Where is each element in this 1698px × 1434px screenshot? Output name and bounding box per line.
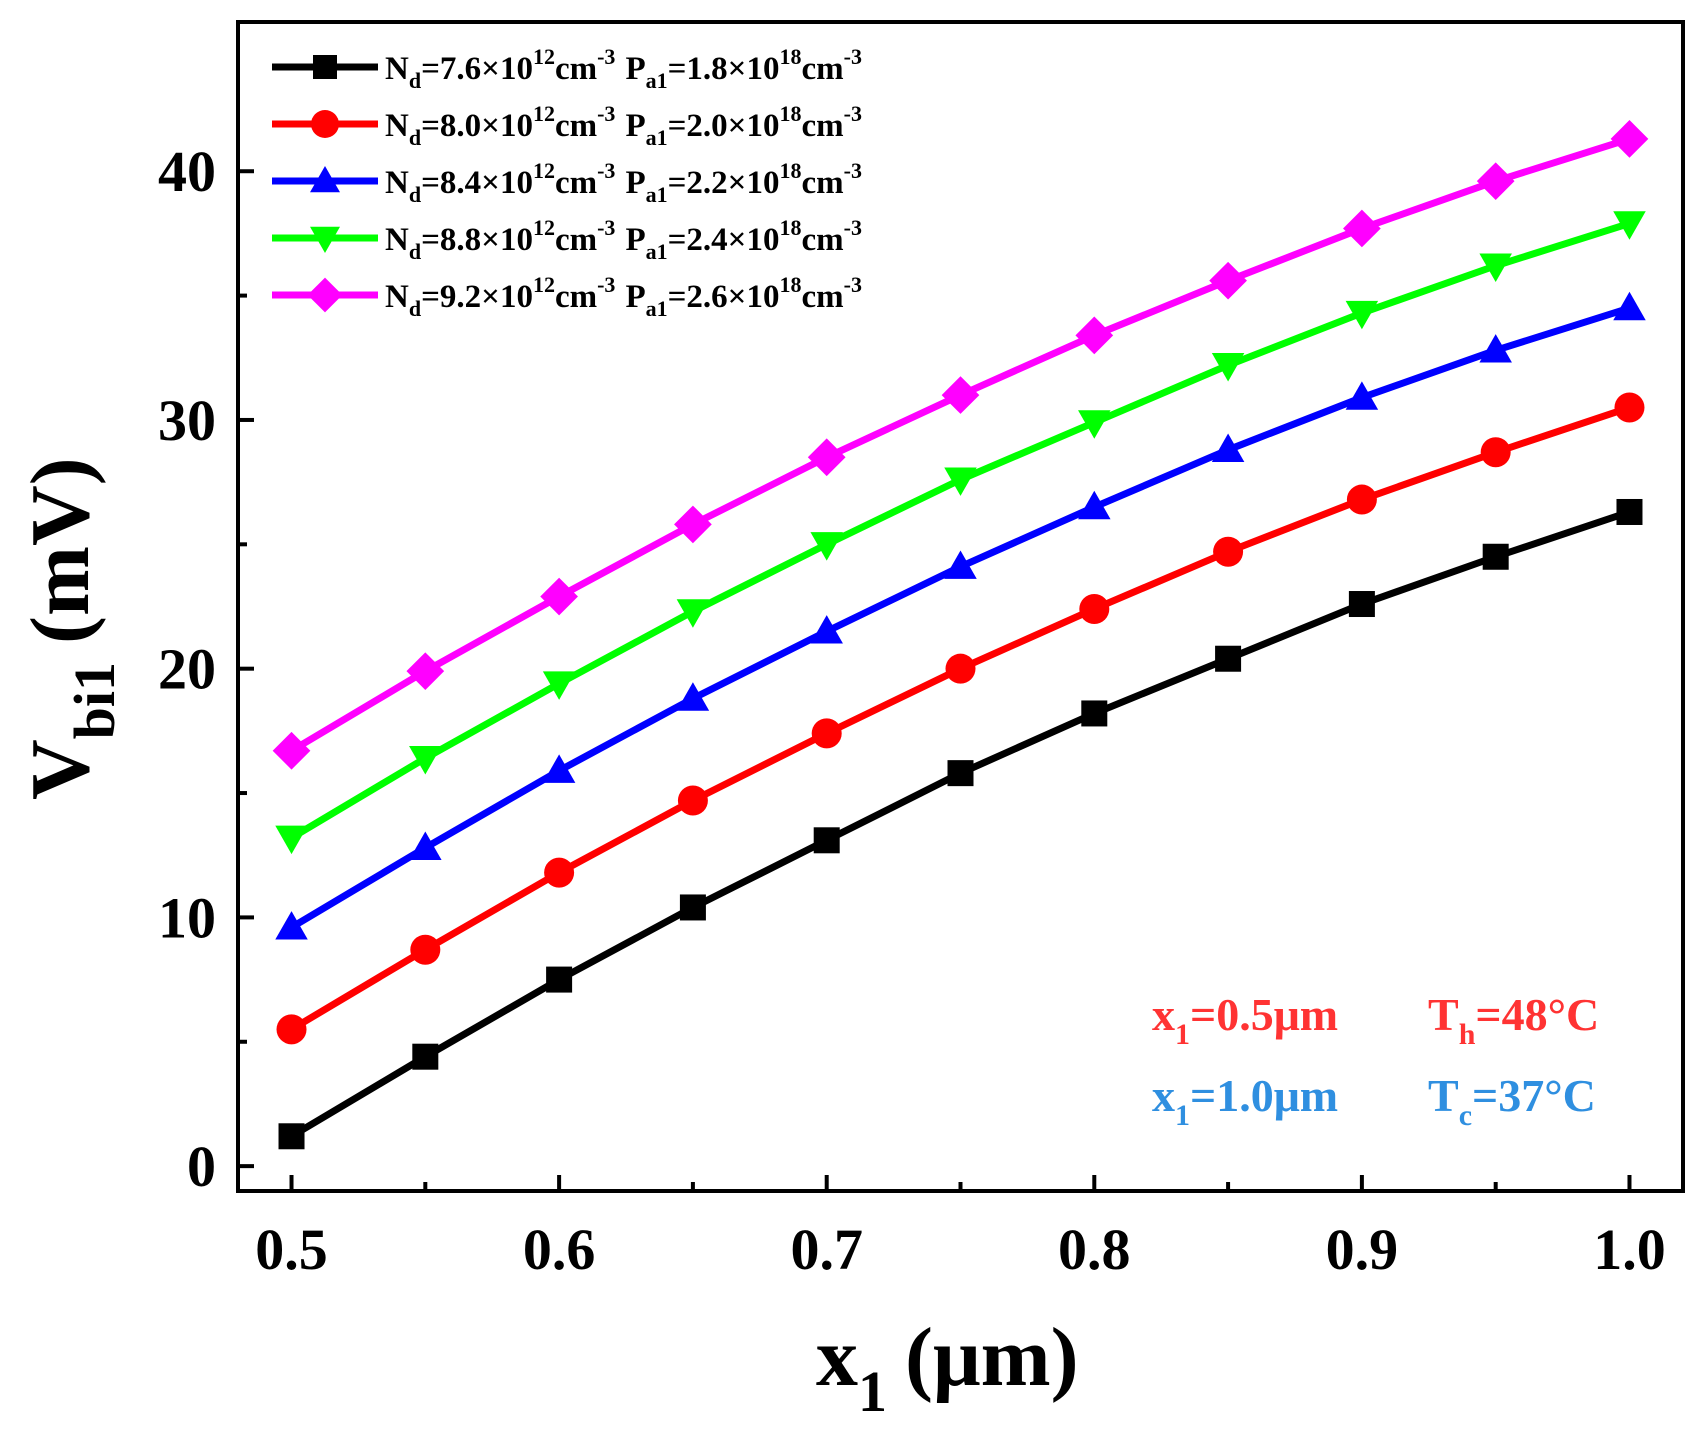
data-point xyxy=(1078,490,1111,520)
x-tick-label: 0.8 xyxy=(1058,1217,1131,1282)
data-point xyxy=(1479,334,1512,363)
data-point xyxy=(1613,291,1646,321)
data-point xyxy=(276,1014,307,1045)
data-point xyxy=(275,911,308,940)
data-point xyxy=(1081,700,1108,727)
legend-item: Nd=9.2×1012cm-3 Pa1=2.6×1018cm-3 xyxy=(272,272,862,321)
legend-swatch-marker xyxy=(310,226,340,253)
data-point xyxy=(1482,543,1509,570)
data-point xyxy=(1213,536,1244,567)
legend-label: Nd=7.6×1012cm-3 Pa1=1.8×1018cm-3 xyxy=(385,44,862,93)
x-axis-title: x1 (μm) xyxy=(816,1311,1079,1424)
data-point xyxy=(1480,437,1511,468)
y-tick-label: 40 xyxy=(158,139,216,204)
y-tick-label: 30 xyxy=(158,388,216,453)
data-point xyxy=(676,599,710,628)
series-4 xyxy=(275,211,1646,855)
data-point xyxy=(1616,498,1643,525)
data-point xyxy=(1479,253,1512,282)
x-tick-label: 1.0 xyxy=(1593,1217,1666,1282)
data-point xyxy=(1346,484,1377,515)
data-point xyxy=(1209,261,1247,300)
y-axis-title: Vbi1(mV) xyxy=(14,457,127,800)
legend-label: Nd=9.2×1012cm-3 Pa1=2.6×1018cm-3 xyxy=(385,272,862,321)
annotation-position: x1=0.5μm xyxy=(1152,989,1338,1051)
data-point xyxy=(1614,392,1645,423)
data-point xyxy=(944,467,977,496)
data-point xyxy=(1348,591,1375,618)
data-point xyxy=(813,827,840,854)
data-point xyxy=(1079,593,1110,624)
series-line xyxy=(289,220,1631,841)
legend-swatch-marker xyxy=(313,55,337,79)
legend-item: Nd=7.6×1012cm-3 Pa1=1.8×1018cm-3 xyxy=(272,44,862,93)
data-point xyxy=(677,785,708,816)
legend-item: Nd=8.4×1012cm-3 Pa1=2.2×1018cm-3 xyxy=(272,158,862,207)
y-tick-label: 10 xyxy=(158,885,216,950)
data-point xyxy=(409,746,442,775)
series-5 xyxy=(272,120,1649,770)
annotation-temperature: Th=48°C xyxy=(1428,989,1599,1051)
legend-item: Nd=8.0×1012cm-3 Pa1=2.0×1018cm-3 xyxy=(272,101,862,150)
legend-swatch-marker xyxy=(310,166,340,193)
data-point xyxy=(1345,300,1379,330)
legend-item: Nd=8.8×1012cm-3 Pa1=2.4×1018cm-3 xyxy=(272,215,862,264)
data-point xyxy=(810,615,843,644)
data-point xyxy=(944,550,977,579)
data-point xyxy=(540,577,578,616)
data-point xyxy=(811,718,842,749)
data-point xyxy=(542,671,576,700)
series-1 xyxy=(278,498,1643,1150)
data-point xyxy=(810,532,843,561)
data-point xyxy=(1343,209,1381,248)
annotation-position: x1=1.0μm xyxy=(1152,1070,1338,1132)
legend-label: Nd=8.0×1012cm-3 Pa1=2.0×1018cm-3 xyxy=(385,101,862,150)
data-point xyxy=(941,376,980,414)
data-point xyxy=(1215,645,1242,672)
data-point xyxy=(947,760,974,787)
data-point xyxy=(406,652,445,691)
legend-swatch-marker xyxy=(311,110,339,138)
data-point xyxy=(544,857,575,888)
data-point xyxy=(542,754,576,783)
data-point xyxy=(679,894,706,921)
data-point xyxy=(1078,410,1111,439)
y-tick-label: 20 xyxy=(158,637,216,702)
data-point xyxy=(546,966,573,993)
data-point xyxy=(1211,433,1245,462)
legend-label: Nd=8.8×1012cm-3 Pa1=2.4×1018cm-3 xyxy=(385,215,862,264)
data-point xyxy=(807,438,846,477)
data-point xyxy=(275,825,308,855)
x-tick-label: 0.7 xyxy=(790,1217,863,1282)
data-point xyxy=(945,653,976,684)
data-point xyxy=(409,831,442,860)
data-point xyxy=(1476,162,1515,201)
legend-label: Nd=8.4×1012cm-3 Pa1=2.2×1018cm-3 xyxy=(385,158,862,207)
data-point xyxy=(272,731,311,770)
data-point xyxy=(1613,211,1646,240)
series-2 xyxy=(276,392,1645,1045)
series-3 xyxy=(275,291,1646,940)
data-point xyxy=(674,505,712,544)
data-point xyxy=(1610,120,1649,158)
data-point xyxy=(410,934,441,965)
data-point xyxy=(1075,316,1114,355)
data-point xyxy=(412,1043,439,1070)
plot-marks xyxy=(272,120,1649,1150)
series-line xyxy=(289,508,1631,1140)
x-tick-label: 0.5 xyxy=(255,1217,328,1282)
data-point xyxy=(1211,353,1245,382)
x-tick-label: 0.9 xyxy=(1326,1217,1399,1282)
y-tick-label: 0 xyxy=(187,1134,216,1199)
x-tick-label: 0.6 xyxy=(523,1217,596,1282)
annotation-temperature: Tc=37°C xyxy=(1428,1070,1596,1132)
data-point xyxy=(1345,381,1379,410)
data-point xyxy=(278,1123,305,1150)
axes: 0.5 0.6 0.7 0.8 0.9 1.0 0 10 20 30 40 xyxy=(158,139,1666,1282)
legend: Nd=7.6×1012cm-3 Pa1=1.8×1018cm-3 Nd=8.0×10… xyxy=(272,44,862,321)
legend-swatch-marker xyxy=(307,277,343,313)
data-point xyxy=(676,682,710,711)
annotations: x1=0.5μm Th=48°C x1=1.0μm Tc=37°C xyxy=(1152,989,1599,1132)
